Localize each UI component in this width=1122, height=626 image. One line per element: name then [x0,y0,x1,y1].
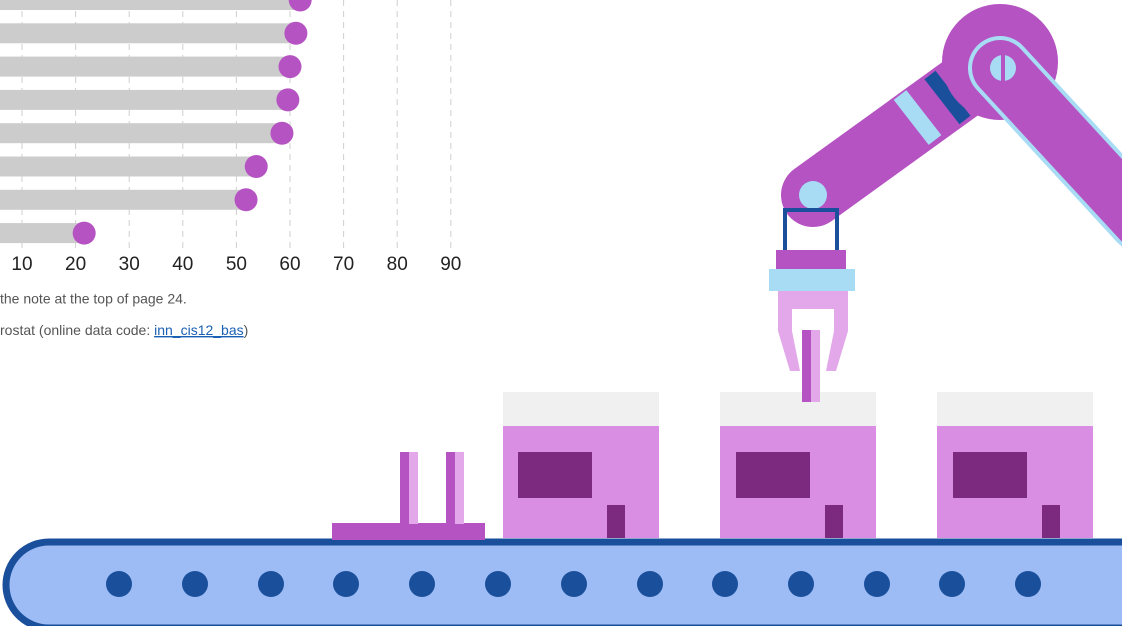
bar [0,0,301,10]
bar [0,56,291,77]
dot [234,188,258,212]
illustration [2,4,1122,626]
x-tick-label: 80 [387,254,408,275]
source-end: ) [244,322,249,338]
bar [0,189,247,210]
circuit-boxes [503,392,1093,538]
x-tick-label: 70 [333,254,354,275]
bar [0,123,282,144]
lollipop-chart: 10 20 30 40 50 60 70 80 90 [0,0,461,275]
x-tick-label: 20 [65,254,86,275]
dot [244,155,268,178]
source-link[interactable]: inn_cis12_bas [154,322,244,338]
x-tick-label: 60 [279,254,300,275]
dot [278,55,302,79]
bar [0,223,85,244]
bar [0,23,296,44]
conveyor-rollers [106,571,1041,597]
bar [0,89,288,110]
x-tick-label: 30 [119,254,140,275]
x-tick-label: 50 [226,254,247,275]
x-tick-label: 10 [11,254,32,275]
x-tick-label: 90 [440,254,461,275]
dot [270,121,294,145]
x-tick-label: 40 [172,254,193,275]
dot [288,0,312,12]
bar [0,156,257,177]
dot [276,88,300,112]
source: rostat (online data code: inn_cis12_bas) [0,322,248,338]
source-text: rostat (online data code: [0,322,154,338]
stand [332,452,485,540]
dot [284,21,308,45]
dot [72,221,96,245]
note: the note at the top of page 24. [0,291,187,307]
robot-arm [769,4,1122,402]
